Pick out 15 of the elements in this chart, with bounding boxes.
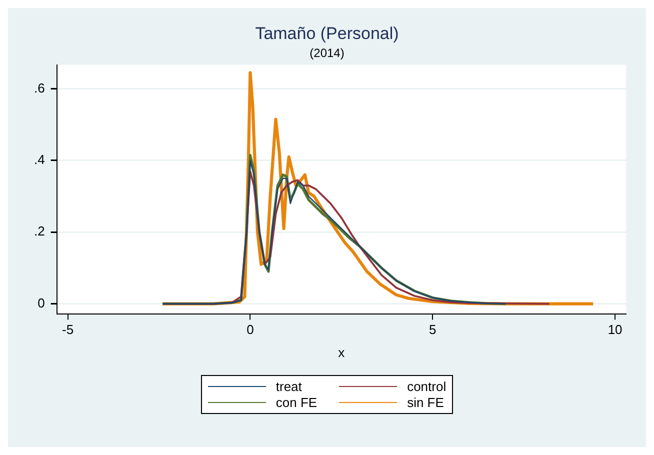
x-tick-label: 0 bbox=[246, 322, 254, 338]
x-tick-label: 5 bbox=[429, 322, 436, 338]
legend-label: con FE bbox=[276, 395, 318, 410]
chart-title: Tamaño (Personal) bbox=[255, 24, 399, 43]
legend-label: control bbox=[407, 379, 446, 394]
y-tick-label: .4 bbox=[34, 152, 45, 168]
x-tick-label: -5 bbox=[62, 322, 74, 338]
y-tick-label: 0 bbox=[38, 295, 45, 310]
y-tick-label: .2 bbox=[34, 224, 45, 239]
chart-subtitle: (2014) bbox=[310, 46, 344, 60]
x-tick-label: 10 bbox=[608, 322, 622, 338]
legend-label: sin FE bbox=[407, 395, 444, 410]
x-axis-title: x bbox=[338, 344, 346, 360]
legend-label: treat bbox=[276, 379, 302, 394]
y-tick-label: .6 bbox=[34, 80, 45, 96]
